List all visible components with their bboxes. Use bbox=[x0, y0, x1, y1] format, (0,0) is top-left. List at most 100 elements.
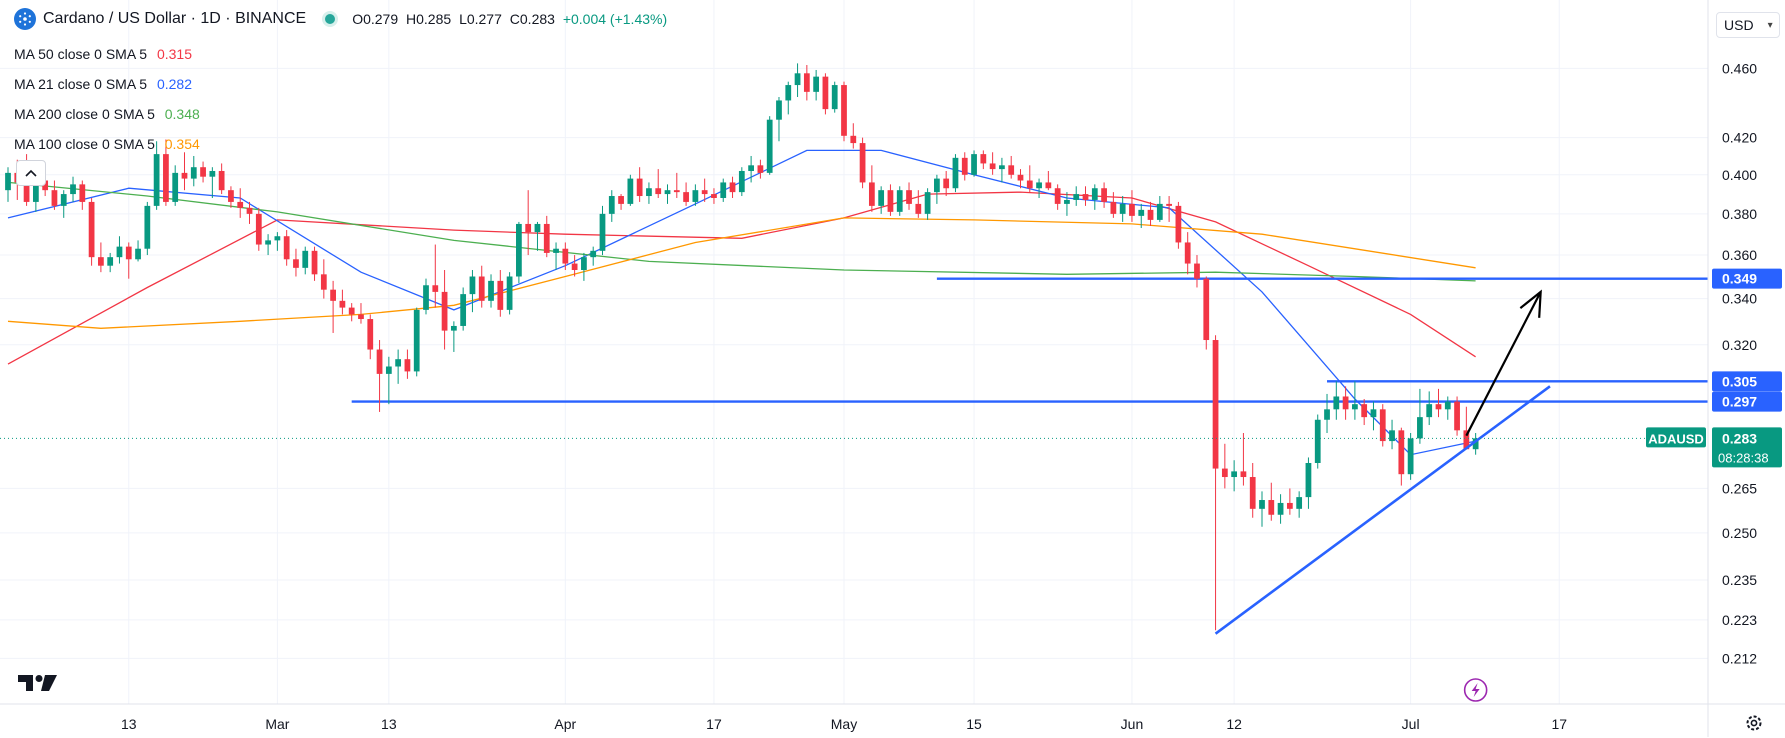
candle-body bbox=[813, 76, 820, 92]
axis-price-labels: 0.349 0.305 0.297 0.283 08:28:38 ADAUSD bbox=[1646, 268, 1782, 468]
candle-body bbox=[692, 190, 699, 202]
candle-body bbox=[200, 167, 206, 177]
candle-body bbox=[51, 190, 58, 206]
settings-gear-icon[interactable] bbox=[1744, 713, 1764, 738]
candle-body bbox=[1184, 242, 1191, 264]
x-tick-label: Jun bbox=[1121, 716, 1144, 732]
candle-body bbox=[1454, 401, 1460, 431]
candle-body bbox=[664, 190, 671, 195]
candle-body bbox=[283, 236, 290, 260]
candle-body bbox=[125, 246, 132, 260]
candle-body bbox=[1110, 201, 1117, 214]
grid bbox=[0, 0, 1708, 704]
candle-body bbox=[1389, 430, 1395, 442]
candle-body bbox=[1407, 438, 1414, 475]
candle-body bbox=[218, 170, 225, 191]
candle-body bbox=[1166, 203, 1172, 206]
collapse-legend-button[interactable] bbox=[16, 160, 46, 186]
candle-body bbox=[1101, 188, 1107, 202]
candle-body bbox=[1017, 174, 1024, 181]
ma-line-ma100 bbox=[7, 217, 1476, 329]
ohlc-values: O0.279 H0.285 L0.277 C0.283 +0.004 (+1.4… bbox=[352, 11, 671, 27]
level-price-label: 0.305 bbox=[1722, 373, 1757, 389]
indicator-ma50[interactable]: MA 50 close 0 SMA 5 0.315 bbox=[14, 46, 192, 62]
candle-body bbox=[599, 213, 606, 251]
ma-line-ma21 bbox=[7, 149, 1476, 456]
candle-body bbox=[776, 100, 782, 120]
candle-body bbox=[478, 276, 485, 301]
candle-body bbox=[1119, 203, 1126, 214]
candle-body bbox=[144, 205, 151, 249]
low-value: L0.277 bbox=[459, 11, 502, 27]
candle-body bbox=[404, 359, 411, 372]
y-tick-label: 0.360 bbox=[1722, 247, 1757, 263]
x-tick-label: Apr bbox=[554, 716, 576, 732]
candle-body bbox=[497, 280, 504, 310]
x-tick-label: 15 bbox=[966, 716, 982, 732]
x-tick-label: Jul bbox=[1402, 716, 1420, 732]
currency-selector[interactable]: USD ▾ bbox=[1716, 12, 1780, 38]
indicator-label: MA 21 close 0 SMA 5 bbox=[14, 76, 148, 92]
lightning-icon bbox=[1463, 678, 1488, 702]
candle-body bbox=[952, 157, 959, 189]
indicator-ma100[interactable]: MA 100 close 0 SMA 5 0.354 bbox=[14, 136, 200, 152]
candle-body bbox=[330, 289, 336, 301]
candle-body bbox=[934, 178, 940, 193]
candle-body bbox=[228, 190, 234, 202]
support-trendline bbox=[1214, 385, 1551, 635]
horizontal-levels[interactable] bbox=[351, 277, 1708, 403]
y-tick-label: 0.250 bbox=[1722, 525, 1757, 541]
candle-body bbox=[1324, 409, 1330, 420]
candle-body bbox=[348, 307, 355, 315]
candle-body bbox=[516, 223, 522, 277]
candle-body bbox=[1240, 471, 1247, 478]
candle-body bbox=[859, 143, 866, 183]
candle-body bbox=[5, 172, 11, 191]
candle-body bbox=[1231, 471, 1238, 478]
indicator-ma200[interactable]: MA 200 close 0 SMA 5 0.348 bbox=[14, 106, 200, 122]
candle-body bbox=[190, 167, 197, 179]
cardano-logo-icon bbox=[14, 8, 36, 30]
candle-body bbox=[441, 291, 448, 331]
candle-body bbox=[460, 294, 467, 326]
candle-body bbox=[1333, 396, 1340, 410]
candle-body bbox=[88, 201, 95, 258]
market-status-icon[interactable] bbox=[322, 11, 339, 27]
tradingview-logo-icon[interactable] bbox=[18, 672, 58, 699]
candle-body bbox=[618, 196, 624, 204]
candle-body bbox=[803, 73, 810, 92]
indicator-ma21[interactable]: MA 21 close 0 SMA 5 0.282 bbox=[14, 76, 192, 92]
candle-body bbox=[1426, 404, 1433, 418]
projection-arrow bbox=[1465, 291, 1542, 437]
candle-body bbox=[868, 182, 875, 206]
symbol-title[interactable]: Cardano / US Dollar · 1D · BINANCE bbox=[43, 10, 307, 27]
indicator-label: MA 100 close 0 SMA 5 bbox=[14, 136, 155, 152]
symbol-tag bbox=[1646, 427, 1706, 448]
candle-body bbox=[896, 190, 903, 212]
drawings[interactable] bbox=[0, 289, 1708, 702]
candle-body bbox=[98, 257, 104, 266]
candle-body bbox=[1398, 430, 1405, 475]
currency-label: USD bbox=[1724, 17, 1754, 33]
candle-body bbox=[1036, 182, 1042, 189]
candle-body bbox=[181, 172, 188, 179]
candle-body bbox=[757, 165, 764, 173]
candle-body bbox=[748, 165, 754, 171]
candle-body bbox=[655, 188, 662, 195]
candle-body bbox=[1435, 404, 1442, 410]
projection-arrowhead bbox=[1519, 289, 1542, 318]
candle-body bbox=[571, 263, 578, 271]
candle-body bbox=[878, 190, 885, 206]
candle-body bbox=[608, 196, 615, 214]
candle-body bbox=[1054, 188, 1061, 204]
candle-body bbox=[1203, 278, 1210, 341]
candle-body bbox=[163, 154, 169, 202]
candle-body bbox=[581, 257, 587, 271]
indicator-label: MA 200 close 0 SMA 5 bbox=[14, 106, 155, 122]
candle-body bbox=[423, 285, 429, 310]
moving-averages bbox=[7, 149, 1476, 456]
candle-body bbox=[720, 182, 727, 198]
candle-body bbox=[1305, 462, 1312, 498]
